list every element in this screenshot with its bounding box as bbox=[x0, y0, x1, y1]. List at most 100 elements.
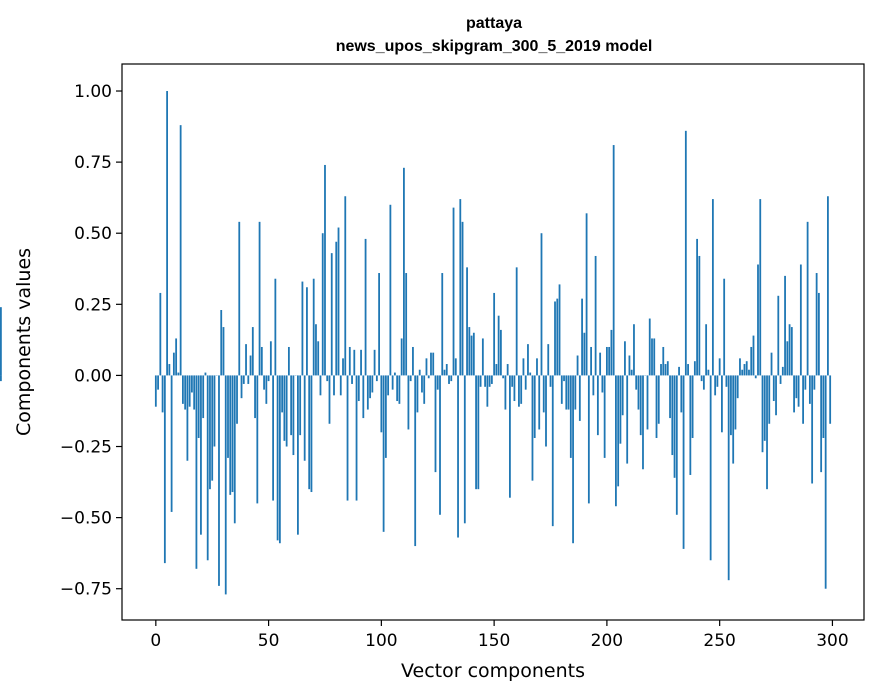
bar bbox=[396, 375, 399, 402]
bar bbox=[301, 281, 304, 376]
bar bbox=[615, 375, 617, 507]
bar bbox=[824, 375, 827, 589]
bar bbox=[705, 324, 708, 376]
bar bbox=[421, 375, 423, 393]
bar bbox=[660, 364, 662, 376]
bar bbox=[784, 275, 786, 376]
bar bbox=[472, 332, 475, 376]
bar bbox=[804, 375, 807, 390]
bar bbox=[569, 375, 572, 458]
bar bbox=[624, 341, 626, 376]
bar bbox=[184, 375, 187, 410]
x-tick-label: 250 bbox=[703, 631, 735, 651]
bar bbox=[468, 327, 471, 376]
bar bbox=[596, 375, 599, 436]
bar bbox=[163, 375, 166, 564]
bar bbox=[231, 375, 234, 493]
bar bbox=[723, 278, 726, 376]
bar bbox=[594, 255, 597, 376]
bar bbox=[249, 355, 252, 376]
bar bbox=[718, 358, 721, 376]
bar bbox=[790, 327, 793, 376]
bar bbox=[727, 375, 730, 581]
bar bbox=[373, 349, 376, 376]
bar bbox=[362, 375, 365, 419]
bar bbox=[567, 375, 570, 410]
bar bbox=[269, 341, 272, 376]
bar bbox=[520, 375, 523, 404]
bar bbox=[333, 375, 335, 396]
bar bbox=[752, 335, 755, 376]
bar bbox=[366, 375, 369, 410]
bar bbox=[459, 199, 462, 376]
bar bbox=[157, 375, 159, 390]
bar bbox=[808, 375, 811, 404]
bar bbox=[811, 375, 814, 484]
bar bbox=[822, 375, 825, 438]
bar bbox=[360, 349, 362, 376]
y-tick-label: −0.50 bbox=[60, 509, 112, 529]
bar bbox=[382, 375, 385, 532]
bar bbox=[292, 375, 295, 456]
bar bbox=[256, 375, 259, 504]
bar bbox=[179, 125, 182, 376]
bar bbox=[680, 375, 683, 413]
x-tick-label: 150 bbox=[478, 631, 510, 651]
bar bbox=[434, 375, 437, 473]
bar bbox=[330, 253, 333, 376]
bar bbox=[506, 364, 509, 376]
bar bbox=[335, 241, 338, 376]
bar bbox=[529, 372, 532, 376]
bar bbox=[290, 375, 293, 436]
bar bbox=[233, 375, 236, 524]
bar bbox=[736, 375, 739, 399]
bar bbox=[827, 196, 829, 376]
bar bbox=[222, 327, 225, 376]
bar bbox=[691, 375, 694, 438]
y-tick-label: 0.25 bbox=[74, 295, 112, 315]
x-tick-label: 200 bbox=[591, 631, 623, 651]
bar bbox=[393, 372, 396, 376]
bar bbox=[159, 292, 162, 376]
bar bbox=[563, 375, 565, 382]
bar bbox=[240, 375, 243, 399]
bar bbox=[619, 375, 622, 444]
bar bbox=[628, 355, 631, 376]
bar bbox=[610, 329, 613, 376]
bar bbox=[499, 329, 502, 376]
y-tick-label: −0.75 bbox=[60, 580, 112, 600]
y-tick-label: 0.75 bbox=[74, 153, 112, 173]
bar bbox=[750, 346, 753, 376]
bar bbox=[524, 375, 527, 390]
bar bbox=[745, 361, 748, 376]
bar bbox=[675, 375, 678, 515]
bar bbox=[797, 375, 800, 407]
bar bbox=[287, 346, 290, 376]
bar bbox=[206, 375, 209, 561]
bar bbox=[766, 375, 768, 490]
bar bbox=[391, 375, 394, 390]
bar bbox=[470, 335, 473, 376]
bar bbox=[531, 375, 534, 481]
bar bbox=[621, 375, 624, 416]
bar bbox=[450, 375, 453, 382]
bar bbox=[403, 167, 405, 376]
bar bbox=[757, 264, 759, 376]
bar bbox=[211, 375, 214, 481]
bar bbox=[389, 204, 392, 376]
bar bbox=[319, 375, 322, 396]
bar bbox=[653, 338, 656, 376]
bar bbox=[639, 375, 642, 436]
bar bbox=[714, 375, 717, 396]
bar bbox=[547, 344, 550, 376]
bar bbox=[693, 361, 696, 376]
bar bbox=[409, 375, 412, 382]
bar bbox=[651, 338, 653, 376]
bar bbox=[281, 375, 284, 413]
bar bbox=[741, 369, 744, 376]
bar bbox=[324, 164, 326, 376]
bar bbox=[481, 338, 484, 376]
x-tick-label: 300 bbox=[816, 631, 848, 651]
bar bbox=[405, 273, 408, 376]
bar bbox=[218, 375, 220, 586]
